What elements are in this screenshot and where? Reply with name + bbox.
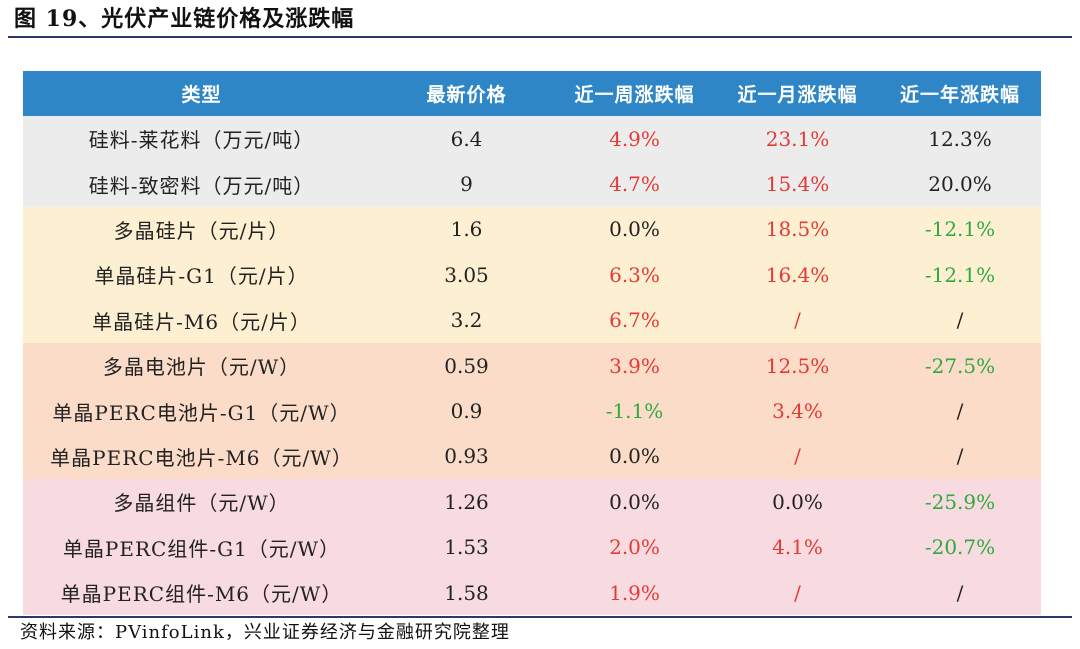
row-name-cell: 硅料-致密料（万元/吨） [23, 161, 380, 207]
table-row: 硅料-致密料（万元/吨） 9 4.7% 15.4% 20.0% [23, 161, 1041, 207]
row-price-cell: 1.53 [380, 524, 553, 570]
row-month-change-cell: 0.0% [716, 479, 879, 525]
row-name-cell: 单晶PERC组件-M6（元/W） [23, 569, 380, 616]
row-price-cell: 6.4 [380, 116, 553, 162]
row-year-change-cell: 12.3% [879, 116, 1041, 162]
row-week-change-cell: 0.0% [553, 433, 716, 480]
bottom-divider [8, 616, 1072, 618]
row-price-cell: 0.59 [380, 342, 553, 389]
row-month-change-cell: / [716, 297, 879, 343]
header-latest-price: 最新价格 [380, 71, 553, 116]
table-header-row: 类型 最新价格 近一周涨跌幅 近一月涨跌幅 近一年涨跌幅 [23, 71, 1041, 116]
row-week-change-cell: 2.0% [553, 524, 716, 570]
price-table: 类型 最新价格 近一周涨跌幅 近一月涨跌幅 近一年涨跌幅 硅料-莱花料（万元/吨… [23, 71, 1041, 616]
title-divider [8, 36, 1072, 38]
row-week-change-cell: 3.9% [553, 342, 716, 389]
row-price-cell: 0.93 [380, 433, 553, 480]
row-price-cell: 1.26 [380, 479, 553, 525]
row-year-change-cell: -27.5% [879, 342, 1041, 389]
table-row: 多晶电池片（元/W） 0.59 3.9% 12.5% -27.5% [23, 342, 1041, 389]
row-price-cell: 9 [380, 161, 553, 207]
row-name-cell: 单晶硅片-M6（元/片） [23, 297, 380, 343]
row-year-change-cell: -12.1% [879, 206, 1041, 253]
table-row: 硅料-莱花料（万元/吨） 6.4 4.9% 23.1% 12.3% [23, 116, 1041, 162]
row-month-change-cell: 15.4% [716, 161, 879, 207]
source-note: 资料来源：PVinfoLink，兴业证券经济与金融研究院整理 [20, 622, 510, 643]
row-year-change-cell: 20.0% [879, 161, 1041, 207]
table-row: 单晶硅片-M6（元/片） 3.2 6.7% / / [23, 297, 1041, 343]
row-month-change-cell: 4.1% [716, 524, 879, 570]
table-row: 单晶PERC电池片-G1（元/W） 0.9 -1.1% 3.4% / [23, 388, 1041, 434]
row-week-change-cell: 6.3% [553, 252, 716, 298]
row-price-cell: 3.2 [380, 297, 553, 343]
row-price-cell: 1.58 [380, 569, 553, 616]
header-month-change: 近一月涨跌幅 [716, 71, 879, 116]
row-month-change-cell: 23.1% [716, 116, 879, 162]
row-month-change-cell: 18.5% [716, 206, 879, 253]
row-week-change-cell: 4.7% [553, 161, 716, 207]
table-row: 单晶PERC组件-G1（元/W） 1.53 2.0% 4.1% -20.7% [23, 524, 1041, 570]
row-name-cell: 硅料-莱花料（万元/吨） [23, 116, 380, 162]
row-month-change-cell: / [716, 433, 879, 480]
row-name-cell: 单晶硅片-G1（元/片） [23, 252, 380, 298]
row-name-cell: 单晶PERC电池片-G1（元/W） [23, 388, 380, 434]
row-price-cell: 0.9 [380, 388, 553, 434]
row-month-change-cell: 3.4% [716, 388, 879, 434]
row-year-change-cell: / [879, 297, 1041, 343]
row-year-change-cell: / [879, 433, 1041, 480]
row-week-change-cell: 0.0% [553, 206, 716, 253]
row-name-cell: 多晶硅片（元/片） [23, 206, 380, 253]
row-week-change-cell: 4.9% [553, 116, 716, 162]
row-price-cell: 1.6 [380, 206, 553, 253]
row-week-change-cell: 6.7% [553, 297, 716, 343]
row-name-cell: 多晶电池片（元/W） [23, 342, 380, 389]
row-month-change-cell: 12.5% [716, 342, 879, 389]
header-week-change: 近一周涨跌幅 [553, 71, 716, 116]
row-year-change-cell: -20.7% [879, 524, 1041, 570]
row-year-change-cell: -12.1% [879, 252, 1041, 298]
row-month-change-cell: 16.4% [716, 252, 879, 298]
row-name-cell: 单晶PERC电池片-M6（元/W） [23, 433, 380, 480]
table-body: 硅料-莱花料（万元/吨） 6.4 4.9% 23.1% 12.3% 硅料-致密料（万元/吨… [23, 116, 1041, 616]
table-row: 多晶组件（元/W） 1.26 0.0% 0.0% -25.9% [23, 479, 1041, 525]
header-year-change: 近一年涨跌幅 [879, 71, 1041, 116]
table-row: 单晶PERC电池片-M6（元/W） 0.93 0.0% / / [23, 433, 1041, 480]
header-type: 类型 [23, 71, 380, 116]
row-name-cell: 多晶组件（元/W） [23, 479, 380, 525]
figure-title: 图 19、光伏产业链价格及涨跌幅 [14, 6, 355, 32]
row-year-change-cell: / [879, 388, 1041, 434]
row-year-change-cell: -25.9% [879, 479, 1041, 525]
row-week-change-cell: -1.1% [553, 388, 716, 434]
row-month-change-cell: / [716, 569, 879, 616]
table-row: 单晶PERC组件-M6（元/W） 1.58 1.9% / / [23, 569, 1041, 616]
row-name-cell: 单晶PERC组件-G1（元/W） [23, 524, 380, 570]
table-row: 多晶硅片（元/片） 1.6 0.0% 18.5% -12.1% [23, 206, 1041, 253]
row-week-change-cell: 0.0% [553, 479, 716, 525]
row-price-cell: 3.05 [380, 252, 553, 298]
table-row: 单晶硅片-G1（元/片） 3.05 6.3% 16.4% -12.1% [23, 252, 1041, 298]
row-week-change-cell: 1.9% [553, 569, 716, 616]
row-year-change-cell: / [879, 569, 1041, 616]
